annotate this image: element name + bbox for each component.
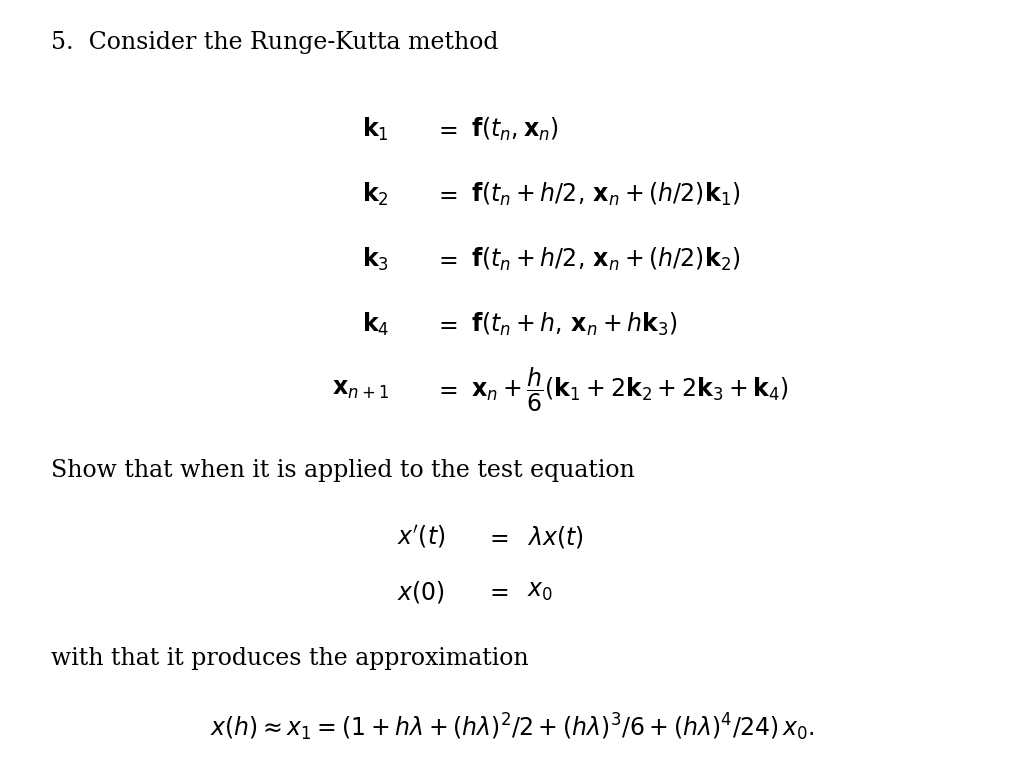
Text: $=$: $=$ xyxy=(433,248,458,271)
Text: $\mathbf{x}_{n+1}$: $\mathbf{x}_{n+1}$ xyxy=(332,378,389,401)
Text: $=$: $=$ xyxy=(484,580,509,604)
Text: $x'(t)$: $x'(t)$ xyxy=(397,524,445,550)
Text: Show that when it is applied to the test equation: Show that when it is applied to the test… xyxy=(51,459,635,481)
Text: $=$: $=$ xyxy=(484,525,509,549)
Text: 5.  Consider the Runge-Kutta method: 5. Consider the Runge-Kutta method xyxy=(51,31,499,54)
Text: $\mathbf{f}(t_n + h/2,\, \mathbf{x}_n + (h/2)\mathbf{k}_1)$: $\mathbf{f}(t_n + h/2,\, \mathbf{x}_n + … xyxy=(471,181,740,208)
Text: $=$: $=$ xyxy=(433,183,458,206)
Text: $\mathbf{f}(t_n + h/2,\, \mathbf{x}_n + (h/2)\mathbf{k}_2)$: $\mathbf{f}(t_n + h/2,\, \mathbf{x}_n + … xyxy=(471,246,740,273)
Text: $\mathbf{k}_2$: $\mathbf{k}_2$ xyxy=(362,181,389,208)
Text: $x_0$: $x_0$ xyxy=(527,580,553,604)
Text: $=$: $=$ xyxy=(433,313,458,336)
Text: $\mathbf{x}_n + \dfrac{h}{6}(\mathbf{k}_1 + 2\mathbf{k}_2 + 2\mathbf{k}_3 + \mat: $\mathbf{x}_n + \dfrac{h}{6}(\mathbf{k}_… xyxy=(471,365,788,414)
Text: $\mathbf{k}_4$: $\mathbf{k}_4$ xyxy=(361,311,389,338)
Text: $x(0)$: $x(0)$ xyxy=(397,579,445,605)
Text: $x(h) \approx x_1 = (1 + h\lambda + (h\lambda)^2/2 + (h\lambda)^3/6 + (h\lambda): $x(h) \approx x_1 = (1 + h\lambda + (h\l… xyxy=(210,712,814,743)
Text: $\mathbf{k}_1$: $\mathbf{k}_1$ xyxy=(362,116,389,143)
Text: $\lambda x(t)$: $\lambda x(t)$ xyxy=(527,524,584,550)
Text: $=$: $=$ xyxy=(433,378,458,401)
Text: $\mathbf{k}_3$: $\mathbf{k}_3$ xyxy=(362,246,389,273)
Text: $=$: $=$ xyxy=(433,118,458,141)
Text: $\mathbf{f}(t_n, \mathbf{x}_n)$: $\mathbf{f}(t_n, \mathbf{x}_n)$ xyxy=(471,116,559,143)
Text: $\mathbf{f}(t_n + h,\, \mathbf{x}_n + h\mathbf{k}_3)$: $\mathbf{f}(t_n + h,\, \mathbf{x}_n + h\… xyxy=(471,311,678,338)
Text: with that it produces the approximation: with that it produces the approximation xyxy=(51,647,528,670)
